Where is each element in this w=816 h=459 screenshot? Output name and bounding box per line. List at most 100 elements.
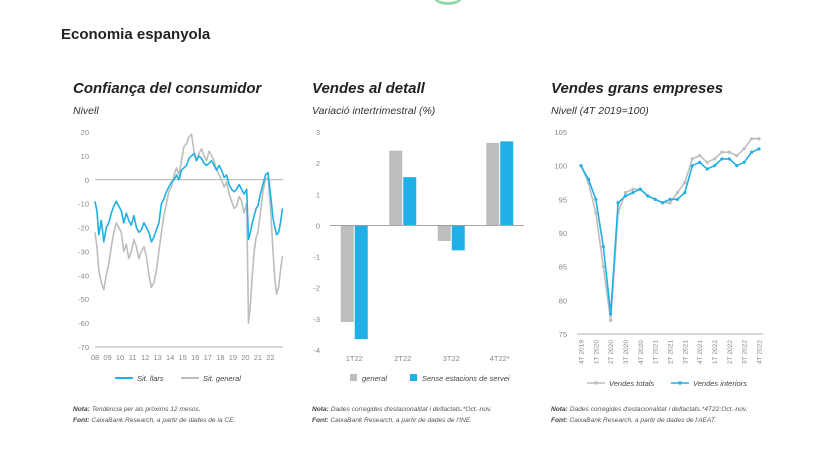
data-point-vendes-totals [601,265,605,269]
page-title: Economia espanyola [61,26,211,43]
y-tick-label: -3 [313,315,320,324]
chart-subtitle: Nivell [73,105,99,117]
legend-label-sense-estacions: Sense estacions de servei [422,374,510,383]
source-text: CaixaBank Research, a partir de dades de… [91,417,236,424]
data-point-vendes-totals [705,160,709,164]
y-tick-label: 0 [85,176,89,185]
x-tick-label: 4T22* [490,354,510,363]
chart-subtitle: Nivell (4T 2019=100) [551,105,649,117]
data-point-vendes-interiors [586,177,591,181]
data-point-vendes-interiors [594,197,598,201]
data-point-vendes-interiors [705,167,709,171]
x-tick-label: 22 [266,353,274,362]
y-tick-label: -20 [78,224,89,233]
source-label: Font: [73,417,90,424]
x-tick-label: 4T 2022 [757,340,764,364]
y-tick-label: -1 [313,253,320,262]
data-point-vendes-interiors [579,164,583,168]
y-tick-label: 80 [559,296,567,305]
data-point-vendes-interiors [690,164,694,168]
data-point-vendes-interiors [735,164,739,168]
data-point-vendes-interiors [720,157,724,161]
data-point-vendes-totals [631,187,635,191]
data-point-vendes-totals [757,137,761,141]
y-tick-label: 95 [559,195,567,204]
y-tick-label: 2 [316,159,320,168]
bar-sense-estacions-4T22* [500,141,514,226]
x-tick-label: 2T 2021 [668,340,675,364]
series-line-vendes-interiors [580,148,760,315]
y-tick-label: 20 [81,128,89,137]
data-point-vendes-interiors [683,191,687,195]
legend-swatch-sense-estacions [410,374,417,381]
legend-marker-vendes-interiors [678,381,682,385]
data-point-vendes-totals [609,318,613,323]
x-tick-label: 19 [229,353,237,362]
y-tick-label: -70 [78,343,89,352]
y-tick-label: 3 [316,128,320,137]
data-point-vendes-totals [594,211,598,215]
data-point-vendes-interiors [757,147,761,151]
data-point-vendes-interiors [749,150,754,154]
chart-title: Confiança del consumidor [73,80,262,97]
bar-sense-estacions-1T22 [354,225,368,340]
x-tick-label: 13 [153,353,161,362]
data-point-vendes-interiors [712,164,717,168]
panel-large-firm-sales: Vendes grans empreses Nivell (4T 2019=10… [551,80,791,430]
chart-retail-sales: 3 2 1 0 -1 -2 -3 -4 1T22 2T22 3T22 4T22* general Sens… [313,128,524,383]
data-point-vendes-interiors [609,312,613,316]
legend-label-sit-general: Sit. general [203,374,241,383]
chart-subtitle: Variació intertrimestral (%) [312,105,436,117]
data-point-vendes-totals [742,147,746,151]
data-point-vendes-totals [735,153,739,158]
data-point-vendes-interiors [675,197,680,201]
y-tick-label: -4 [313,346,320,355]
x-tick-label: 12 [141,353,149,362]
x-tick-label: 4T 2021 [697,340,704,364]
data-point-vendes-totals [668,201,672,205]
chart-notes: Nota: Dades corregides d'estacionalitat … [312,404,492,426]
legend-label-sit-llars: Sit. llars [137,374,164,383]
y-tick-label: 90 [559,229,567,238]
x-tick-label: 1T 2020 [593,340,600,364]
x-tick-label: 21 [254,353,262,362]
x-tick-label: 1T22 [346,354,363,363]
x-tick-label: 3T 2020 [623,340,630,364]
data-point-vendes-totals [675,191,680,195]
data-point-vendes-totals [683,180,687,185]
bar-general-1T22 [340,225,354,322]
source-text: CaixaBank Research, a partir de dades de… [330,417,472,424]
x-tick-label: 11 [129,353,137,362]
x-tick-label: 3T 2022 [742,340,749,364]
y-tick-label: -60 [78,319,89,328]
data-point-vendes-interiors [668,197,672,201]
y-tick-label: -10 [78,200,89,209]
note-text: Dades corregides d'estacionalitat i defl… [330,406,492,413]
note-text: Tendència per als pròxims 12 mesos. [91,406,201,413]
panel-retail-sales: Vendes al detall Variació intertrimestra… [312,80,552,430]
legend-swatch-general [350,374,357,381]
x-tick-label: 4T 2019 [579,340,586,364]
legend-label-vendes-totals: Vendes totals [609,379,654,388]
data-point-vendes-interiors [742,160,746,164]
data-point-vendes-interiors [698,160,702,164]
y-tick-label: 75 [559,330,567,339]
y-tick-label: -30 [78,247,89,256]
data-point-vendes-interiors [653,197,657,201]
bar-general-4T22* [486,142,500,226]
x-tick-label: 3T22 [443,354,460,363]
x-tick-label: 2T 2022 [727,340,734,364]
y-tick-label: 1 [316,190,320,199]
data-point-vendes-interiors [660,201,665,205]
data-point-vendes-totals [623,191,628,195]
legend-marker-vendes-totals [594,381,598,385]
chart-title: Vendes grans empreses [551,80,724,97]
legend-label-general: general [362,374,387,383]
x-tick-label: 3T 2021 [682,340,689,364]
legend-label-vendes-interiors: Vendes interiors [693,379,747,388]
x-tick-label: 1T 2022 [712,340,719,364]
bar-sense-estacions-2T22 [403,177,417,226]
data-point-vendes-totals [712,157,717,161]
chart-large-firm-sales: 105 100 95 90 85 80 75 4T 2019 1T 2020 2T 2020 3T … [554,128,764,388]
